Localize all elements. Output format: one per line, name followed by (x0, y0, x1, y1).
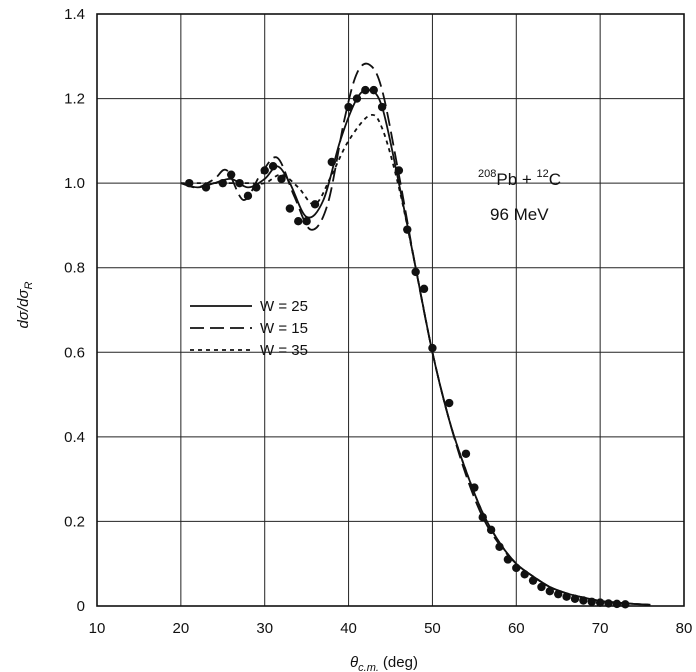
x-tick-label: 10 (89, 620, 106, 637)
data-point (562, 592, 571, 601)
data-point (503, 555, 513, 564)
curve-dashed (180, 62, 651, 606)
data-point (445, 398, 454, 408)
data-point (621, 600, 630, 609)
legend-label: W = 35 (260, 342, 308, 359)
data-point (587, 597, 596, 606)
y-tick-label: 0.2 (64, 513, 85, 530)
data-point (570, 594, 580, 604)
y-tick-label: 0 (77, 598, 85, 615)
data-point (470, 483, 479, 492)
c-element: C (549, 170, 561, 189)
data-point (243, 191, 253, 201)
data-point (377, 102, 387, 112)
y-tick-label: 0.8 (64, 260, 85, 277)
data-point (285, 204, 295, 213)
y-axis-label: dσ/dσR (15, 282, 35, 329)
x-axis-label: θc.m. (deg) (350, 654, 418, 672)
y-axis-symbol: dσ/dσ (15, 289, 32, 329)
x-tick-label: 80 (676, 620, 693, 637)
x-axis-subscript: c.m. (358, 662, 379, 672)
data-point (595, 598, 605, 607)
data-point (327, 157, 336, 167)
data-point (520, 570, 529, 579)
data-point (512, 563, 521, 573)
data-point (310, 200, 320, 209)
data-point (411, 267, 420, 277)
y-tick-labels: 0 0.2 0.4 0.6 0.8 1.0 1.2 1.4 (64, 6, 85, 615)
x-tick-label: 50 (424, 620, 441, 637)
x-tick-labels: 10 20 30 40 50 60 70 80 (89, 620, 693, 637)
curve-dotted (180, 113, 651, 606)
data-point (495, 542, 504, 551)
data-point (361, 85, 370, 95)
data-point (537, 582, 546, 592)
y-tick-label: 1.0 (64, 175, 85, 192)
data-point (554, 589, 563, 599)
y-tick-label: 0.6 (64, 344, 85, 361)
y-tick-label: 1.4 (64, 6, 85, 23)
data-point (486, 525, 496, 535)
data-point (604, 599, 613, 608)
data-point (252, 183, 261, 192)
data-point (478, 513, 487, 522)
reaction-label: 208Pb + 12C (478, 168, 561, 189)
data-point (235, 178, 244, 188)
data-points (185, 85, 630, 609)
data-point (260, 166, 269, 175)
energy-label: 96 MeV (490, 205, 549, 224)
data-point (352, 94, 362, 103)
legend: W = 25 W = 15 W = 35 (190, 298, 308, 359)
curves (180, 62, 651, 606)
y-tick-label: 1.2 (64, 91, 85, 108)
data-point (528, 576, 538, 585)
y-tick-label: 0.4 (64, 429, 85, 446)
curve-solid (180, 88, 651, 606)
data-point (226, 170, 236, 179)
data-point (344, 102, 353, 112)
data-point (277, 174, 286, 184)
y-axis-subscript: R (23, 282, 35, 290)
x-tick-label: 70 (592, 620, 609, 637)
legend-label: W = 25 (260, 298, 308, 315)
data-point (461, 449, 471, 458)
legend-label: W = 15 (260, 320, 308, 337)
data-point (545, 587, 555, 596)
pb-element: Pb + (496, 170, 536, 189)
data-point (185, 178, 194, 188)
data-point (579, 596, 588, 605)
data-point (302, 217, 311, 226)
data-point (419, 284, 429, 294)
data-point (428, 343, 437, 353)
x-axis-symbol: θ (350, 654, 358, 671)
data-point (201, 183, 211, 192)
pb-mass-number: 208 (478, 168, 496, 180)
grid (96, 13, 685, 607)
x-axis-unit: (deg) (383, 654, 418, 671)
x-tick-label: 20 (173, 620, 190, 637)
x-tick-label: 60 (508, 620, 525, 637)
data-point (294, 217, 303, 226)
data-point (612, 599, 622, 609)
plot-frame (96, 13, 685, 607)
data-point (369, 85, 378, 95)
x-tick-label: 30 (256, 620, 273, 637)
c-mass-number: 12 (537, 168, 549, 180)
data-point (268, 162, 278, 171)
data-point (403, 225, 412, 234)
data-point (394, 166, 404, 175)
x-tick-label: 40 (340, 620, 357, 637)
data-point (218, 178, 227, 188)
